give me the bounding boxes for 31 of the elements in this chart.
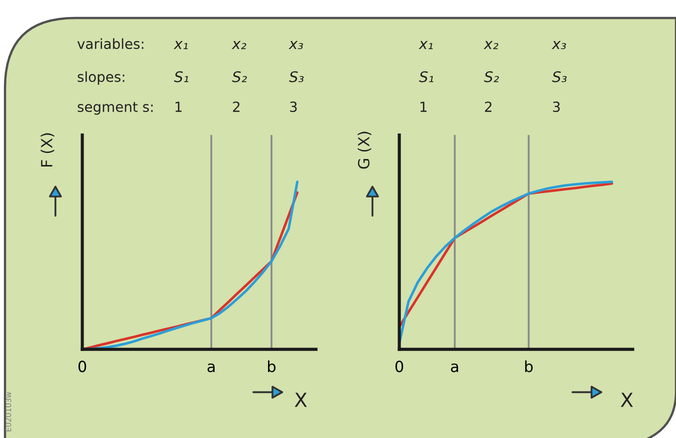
text: x₁ (418, 41, 433, 50)
text: S₂ (232, 71, 247, 82)
text: S₃ (552, 71, 567, 82)
text: S₃ (289, 71, 304, 82)
text: slopes: (78, 71, 124, 85)
text: S₂ (484, 71, 499, 82)
text: x₁ (174, 41, 188, 50)
x-axis-title: X (620, 392, 633, 407)
text: 1 (420, 102, 427, 112)
text: x₂ (484, 41, 498, 50)
x-axis-title: X (294, 392, 307, 407)
x-tick-label: b (268, 360, 276, 372)
text: S₁ (419, 71, 434, 82)
text: 1 (176, 102, 182, 112)
text: segment s: (78, 102, 153, 115)
text: variables: (77, 38, 144, 50)
text: 2 (233, 102, 240, 112)
y-axis-title: G (X) (358, 132, 372, 169)
text: 3 (290, 102, 297, 112)
x-tick-label: b (525, 360, 533, 372)
text: 2 (485, 102, 492, 112)
x-tick-label: 0 (78, 360, 86, 372)
y-axis-title: F (X) (40, 133, 54, 167)
x-tick-label: 0 (395, 360, 404, 372)
text: x₃ (552, 41, 566, 50)
text: S₁ (174, 71, 188, 82)
text: x₃ (288, 41, 303, 50)
x-tick-label: a (208, 363, 215, 372)
text: x₂ (232, 41, 246, 50)
text: 3 (553, 102, 560, 112)
x-tick-label: a (450, 363, 458, 372)
